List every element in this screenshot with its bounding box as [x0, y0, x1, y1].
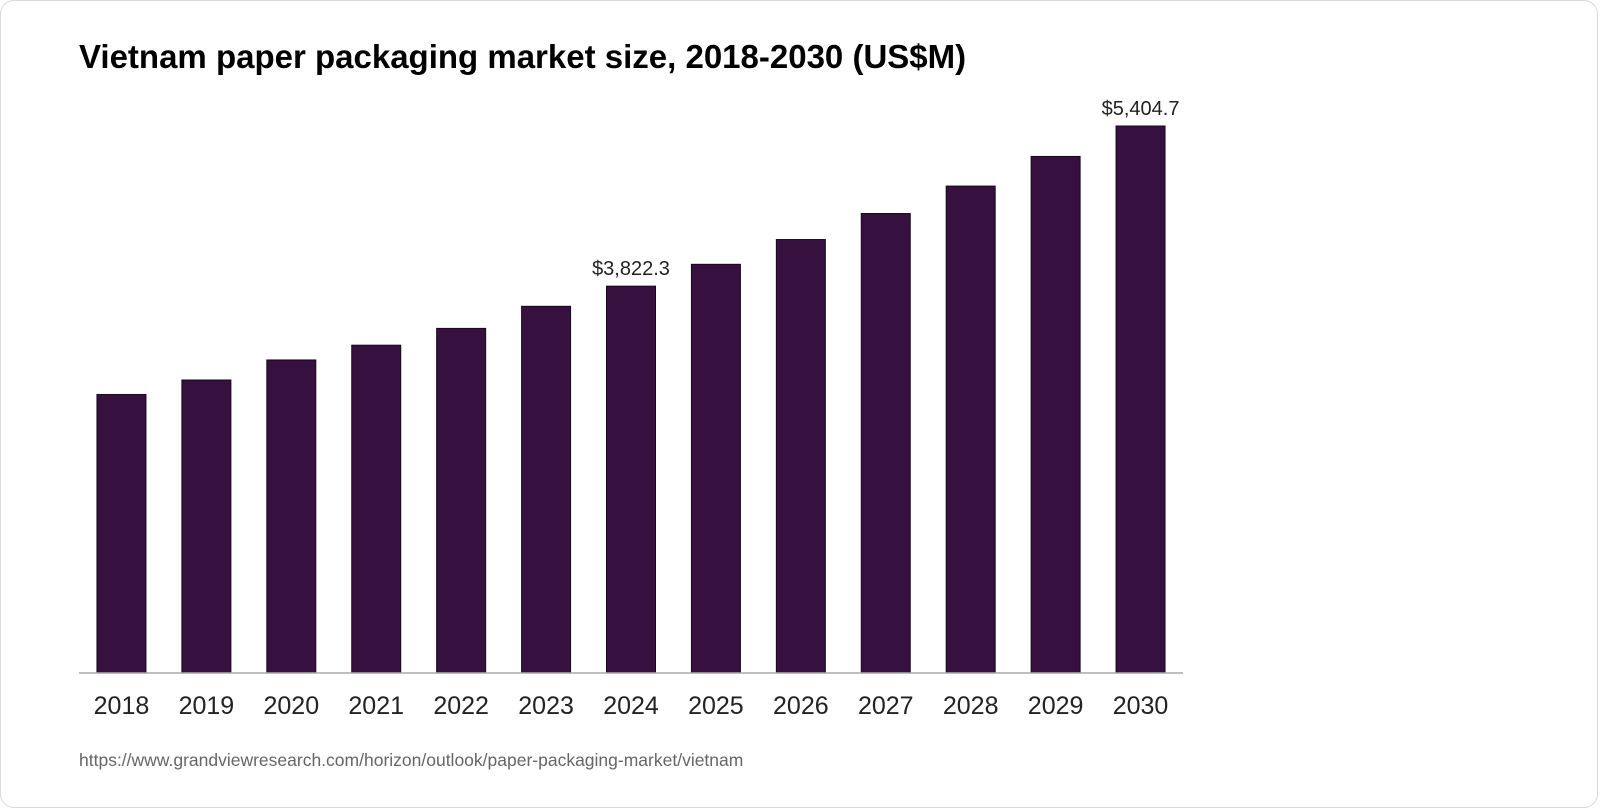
x-tick-label-2019: 2019 — [179, 692, 235, 720]
bar-2022 — [436, 327, 487, 674]
x-tick-label-2020: 2020 — [263, 692, 319, 720]
bars-group — [96, 125, 1166, 674]
bar-2029 — [1030, 155, 1081, 674]
bar-2024 — [606, 285, 656, 674]
x-tick-labels: 2018 2019 2020 2021 2022 2023 2024 2025 2026 2027… — [94, 692, 1169, 720]
bar-2026 — [775, 239, 826, 674]
x-tick-label-2021: 2021 — [348, 692, 404, 720]
bar-2023 — [521, 305, 572, 674]
bar-2021 — [351, 344, 402, 674]
bar-2027 — [860, 213, 911, 674]
x-tick-label-2027: 2027 — [858, 692, 914, 720]
x-tick-label-2018: 2018 — [94, 692, 150, 720]
bar-2025 — [690, 263, 741, 674]
bar-2030 — [1115, 125, 1166, 674]
bar-2018 — [96, 393, 147, 674]
source-url[interactable]: https://www.grandviewresearch.com/horizo… — [79, 750, 744, 770]
data-labels: $3,822.3 $5,404.7 — [592, 98, 1179, 280]
chart-title: Vietnam paper packaging market size, 201… — [79, 38, 967, 75]
x-tick-label-2025: 2025 — [688, 692, 744, 720]
x-tick-label-2028: 2028 — [943, 692, 999, 720]
data-label-2030: $5,404.7 — [1102, 98, 1180, 120]
x-tick-label-2024: 2024 — [603, 692, 659, 720]
bar-2028 — [945, 185, 996, 674]
x-tick-label-2029: 2029 — [1028, 692, 1084, 720]
x-tick-label-2030: 2030 — [1113, 692, 1169, 720]
x-tick-label-2023: 2023 — [518, 692, 574, 720]
x-tick-label-2022: 2022 — [433, 692, 489, 720]
x-tick-label-2026: 2026 — [773, 692, 829, 720]
bar-2019 — [181, 379, 232, 674]
bar-2020 — [266, 359, 317, 674]
data-label-2024: $3,822.3 — [592, 258, 670, 280]
